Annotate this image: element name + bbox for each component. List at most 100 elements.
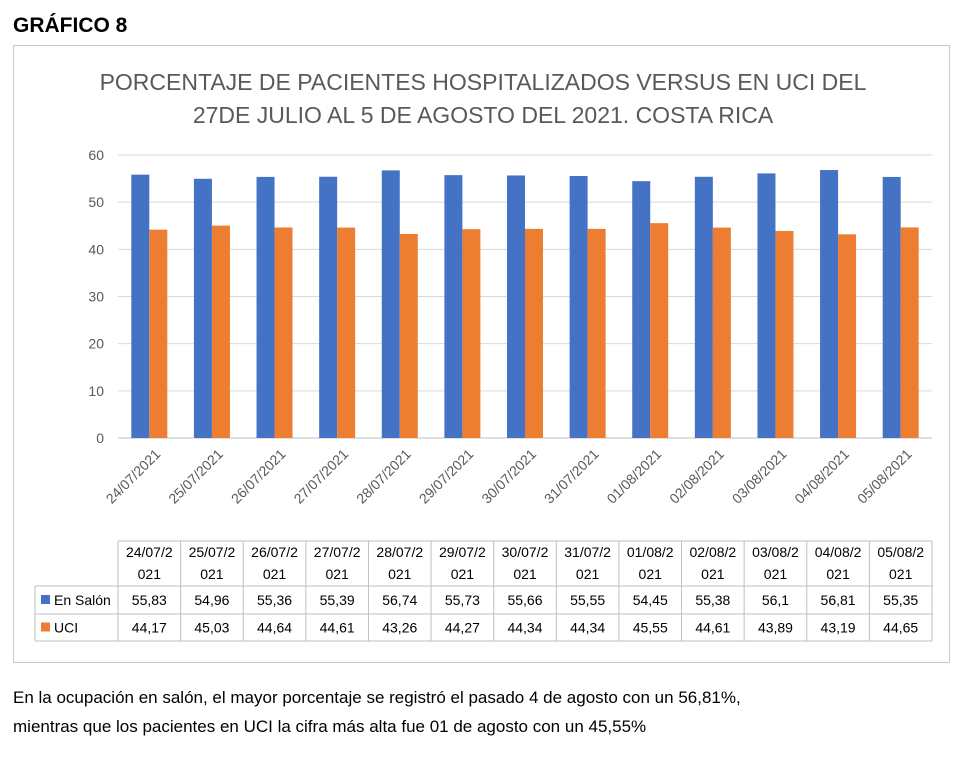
x-tick-label: 05/08/2021 bbox=[854, 446, 915, 507]
x-tick-label: 30/07/2021 bbox=[478, 446, 539, 507]
bar-uci bbox=[650, 223, 669, 438]
bar-uci bbox=[587, 228, 606, 438]
chart-title-line-2: 27DE JULIO AL 5 DE AGOSTO DEL 2021. COST… bbox=[192, 102, 774, 128]
table-header-cell: 021 bbox=[576, 566, 600, 582]
table-value-cell: 45,03 bbox=[194, 620, 229, 636]
x-tick-label: 26/07/2021 bbox=[228, 446, 289, 507]
figure-label: GRÁFICO 8 bbox=[13, 14, 128, 37]
table-value-cell: 44,17 bbox=[132, 620, 167, 636]
table-header-cell: 021 bbox=[889, 566, 913, 582]
caption-line-1: En la ocupación en salón, el mayor porce… bbox=[13, 688, 741, 707]
bar-en-salon bbox=[256, 176, 275, 439]
x-tick-label: 03/08/2021 bbox=[729, 446, 790, 507]
chart-frame bbox=[13, 45, 950, 663]
table-value-cell: 54,96 bbox=[194, 592, 229, 608]
caption-line-2: mientras que los pacientes en UCI la cif… bbox=[13, 717, 647, 736]
table-header-cell: 04/08/2 bbox=[815, 544, 862, 560]
x-tick-label: 29/07/2021 bbox=[416, 446, 477, 507]
table-header-cell: 021 bbox=[325, 566, 349, 582]
table-value-cell: 44,61 bbox=[695, 620, 730, 636]
legend-label: En Salón bbox=[54, 592, 111, 608]
caption: En la ocupación en salón, el mayor porce… bbox=[13, 683, 953, 741]
table-header-cell: 021 bbox=[388, 566, 412, 582]
bar-uci bbox=[462, 229, 481, 438]
bar-en-salon bbox=[444, 175, 463, 438]
bar-uci bbox=[775, 230, 794, 438]
table-value-cell: 44,34 bbox=[570, 620, 605, 636]
bar-en-salon bbox=[569, 175, 588, 438]
table-value-cell: 43,26 bbox=[382, 620, 417, 636]
table-value-cell: 55,38 bbox=[695, 592, 730, 608]
table-header-cell: 021 bbox=[138, 566, 162, 582]
table-value-cell: 55,36 bbox=[257, 592, 292, 608]
table-header-cell: 29/07/2 bbox=[439, 544, 486, 560]
legend-key bbox=[41, 595, 50, 604]
bar-en-salon bbox=[820, 170, 839, 438]
table-value-cell: 43,89 bbox=[758, 620, 793, 636]
x-tick-label: 27/07/2021 bbox=[290, 446, 351, 507]
bar-en-salon bbox=[131, 174, 150, 438]
bar-uci bbox=[337, 227, 356, 438]
table-value-cell: 55,39 bbox=[320, 592, 355, 608]
table-header-cell: 05/08/2 bbox=[877, 544, 924, 560]
y-axis-ticks: 0 10 20 30 40 50 60 bbox=[88, 147, 104, 446]
bar-en-salon bbox=[694, 176, 713, 438]
table-value-cell: 56,74 bbox=[382, 592, 417, 608]
table-header-cell: 31/07/2 bbox=[564, 544, 611, 560]
bar-en-salon bbox=[757, 173, 776, 438]
table-value-cell: 56,1 bbox=[762, 592, 789, 608]
table-value-cell: 55,83 bbox=[132, 592, 167, 608]
table-header-cell: 021 bbox=[826, 566, 850, 582]
table-header-cell: 021 bbox=[263, 566, 287, 582]
table-value-cell: 44,27 bbox=[445, 620, 480, 636]
x-tick-label: 04/08/2021 bbox=[791, 446, 852, 507]
table-value-cell: 54,45 bbox=[633, 592, 668, 608]
table-value-cell: 55,66 bbox=[507, 592, 542, 608]
bar-uci bbox=[149, 229, 168, 438]
table-header-cell: 021 bbox=[701, 566, 725, 582]
table-value-cell: 44,64 bbox=[257, 620, 292, 636]
x-tick-label: 24/07/2021 bbox=[103, 446, 164, 507]
table-header-cell: 27/07/2 bbox=[314, 544, 361, 560]
y-tick-label: 20 bbox=[88, 336, 104, 352]
table-header-cell: 021 bbox=[200, 566, 224, 582]
bar-uci bbox=[525, 228, 543, 438]
chart-title: PORCENTAJE DE PACIENTES HOSPITALIZADOS V… bbox=[0, 66, 966, 132]
y-tick-label: 30 bbox=[88, 289, 104, 305]
table-value-cell: 44,34 bbox=[507, 620, 542, 636]
bar-en-salon bbox=[381, 170, 400, 438]
table-header-cell: 03/08/2 bbox=[752, 544, 799, 560]
table-header-cell: 28/07/2 bbox=[376, 544, 423, 560]
bar-en-salon bbox=[882, 176, 901, 438]
y-tick-label: 60 bbox=[88, 147, 104, 163]
bar-uci bbox=[399, 233, 418, 438]
y-tick-label: 50 bbox=[88, 194, 104, 210]
bar-en-salon bbox=[319, 176, 338, 438]
table-header-cell: 021 bbox=[451, 566, 475, 582]
data-table: 24/07/2 021 25/07/2 021 26/07/2 021 27/07/2 021… bbox=[34, 540, 933, 642]
bar-en-salon bbox=[632, 181, 651, 439]
table-value-cell: 43,19 bbox=[821, 620, 856, 636]
y-tick-label: 40 bbox=[88, 241, 104, 257]
legend-key bbox=[41, 622, 50, 632]
table-header-cell: 02/08/2 bbox=[689, 544, 736, 560]
table-header-cell: 26/07/2 bbox=[251, 544, 298, 560]
bar-uci bbox=[900, 227, 919, 438]
bar-uci bbox=[211, 225, 230, 438]
table-header-cell: 01/08/2 bbox=[627, 544, 674, 560]
x-tick-label: 02/08/2021 bbox=[666, 446, 727, 507]
x-tick-label: 25/07/2021 bbox=[165, 446, 226, 507]
table-value-cell: 55,73 bbox=[445, 592, 480, 608]
table-header-cell: 30/07/2 bbox=[502, 544, 549, 560]
x-tick-label: 01/08/2021 bbox=[603, 446, 664, 507]
legend-label: UCI bbox=[54, 620, 78, 636]
bar-uci bbox=[712, 227, 731, 438]
y-tick-label: 0 bbox=[96, 430, 104, 446]
table-value-cell: 55,55 bbox=[570, 592, 605, 608]
bars bbox=[131, 170, 919, 439]
chart-title-line-1: PORCENTAJE DE PACIENTES HOSPITALIZADOS V… bbox=[99, 69, 867, 95]
bar-uci bbox=[838, 234, 857, 438]
y-tick-label: 10 bbox=[88, 383, 104, 399]
bar-uci bbox=[274, 227, 293, 438]
